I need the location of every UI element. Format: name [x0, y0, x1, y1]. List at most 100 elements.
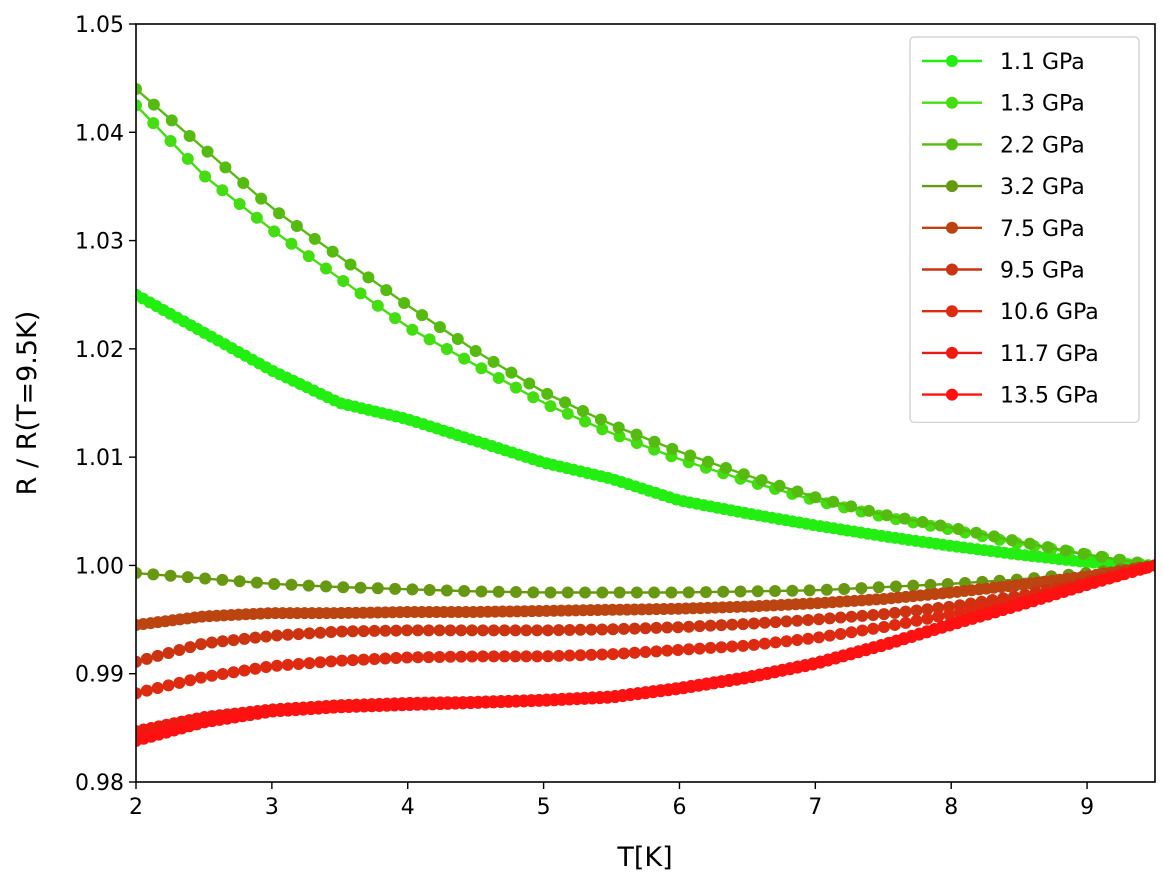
data-point [433, 624, 446, 637]
data-point [319, 262, 332, 275]
data-point [862, 504, 875, 517]
data-point [823, 612, 836, 625]
plot-frame [135, 23, 1156, 783]
data-point [715, 619, 728, 632]
y-tick-label: 1.03 [75, 230, 124, 255]
data-point [612, 421, 625, 434]
data-point [173, 676, 186, 689]
data-point [845, 626, 858, 639]
data-point [509, 381, 522, 394]
data-point [270, 629, 283, 642]
data-point [704, 641, 717, 654]
y-tick-label: 0.99 [75, 663, 124, 688]
data-point [845, 610, 858, 623]
data-point [924, 578, 937, 591]
data-point [780, 635, 793, 648]
data-point [823, 629, 836, 642]
data-point [544, 586, 557, 599]
data-point [440, 343, 453, 356]
data-point [238, 632, 251, 645]
data-point [147, 98, 160, 111]
x-tick-label: 4 [401, 795, 415, 820]
data-point [440, 584, 453, 597]
data-point [1023, 537, 1036, 550]
data-point [492, 585, 505, 598]
y-tick-label: 1.04 [75, 121, 124, 146]
data-point [237, 177, 250, 190]
data-point [314, 626, 327, 639]
x-tick-label: 8 [944, 795, 958, 820]
data-point [205, 636, 218, 649]
legend-item: 13.5 GPa [922, 384, 1099, 409]
data-point [406, 323, 419, 336]
data-point [216, 184, 229, 197]
x-tick-label: 9 [1080, 795, 1094, 820]
data-point [380, 284, 393, 297]
legend-marker [946, 346, 958, 359]
ticks-layer: 2 3 4 5 6 7 8 9 0.98 0.99 1.00 1.01 1.02 1.03 1.04 1.05 [75, 13, 1094, 820]
data-point [773, 479, 786, 492]
data-point [335, 625, 348, 638]
data-point [628, 622, 641, 635]
legend-label: 1.1 GPa [1000, 50, 1085, 75]
data-point [184, 641, 197, 654]
legend-marker [946, 180, 958, 193]
data-point [455, 624, 468, 637]
data-point [216, 573, 229, 586]
data-point [702, 455, 715, 468]
data-point [791, 485, 804, 498]
data-point [527, 391, 540, 404]
legend-item: 1.3 GPa [922, 92, 1085, 117]
x-tick-label: 2 [129, 795, 143, 820]
data-point [422, 651, 435, 664]
data-point [401, 651, 414, 664]
data-point [769, 584, 782, 597]
data-point [734, 585, 747, 598]
data-point [165, 114, 178, 127]
data-point [751, 585, 764, 598]
data-point [303, 657, 316, 670]
data-point [151, 649, 164, 662]
data-point [362, 271, 375, 284]
data-point [249, 631, 262, 644]
data-point [715, 641, 728, 654]
data-point [162, 679, 175, 692]
legend-label: 3.2 GPa [1000, 175, 1085, 200]
data-point [162, 646, 175, 659]
data-point [233, 575, 246, 588]
data-point [250, 576, 263, 589]
data-point [834, 611, 847, 624]
data-point [737, 468, 750, 481]
data-point [758, 616, 771, 629]
data-point [411, 651, 424, 664]
y-tick-label: 1.02 [75, 338, 124, 363]
data-point [423, 583, 436, 596]
legend-item: 10.6 GPa [922, 300, 1099, 325]
data-point [314, 656, 327, 669]
data-point [199, 170, 212, 183]
data-point [136, 687, 142, 700]
data-point [379, 624, 392, 637]
data-point [755, 474, 768, 487]
data-point [888, 618, 901, 631]
data-point [648, 586, 661, 599]
data-point [812, 613, 825, 626]
data-point [1005, 534, 1018, 547]
data-point [769, 636, 782, 649]
data-point [147, 568, 160, 581]
x-tick-label: 3 [265, 795, 279, 820]
data-point [704, 619, 717, 632]
data-point [136, 99, 142, 112]
data-point [335, 654, 348, 667]
data-point [921, 603, 934, 616]
data-point [803, 584, 816, 597]
data-point [475, 585, 488, 598]
data-point [672, 621, 685, 634]
series-2-2-gpa [136, 82, 1155, 572]
data-point [444, 624, 457, 637]
y-tick-label: 1.01 [75, 446, 124, 471]
data-point [717, 585, 730, 598]
data-point [368, 653, 381, 666]
data-point [585, 623, 598, 636]
x-tick-label: 6 [672, 795, 686, 820]
